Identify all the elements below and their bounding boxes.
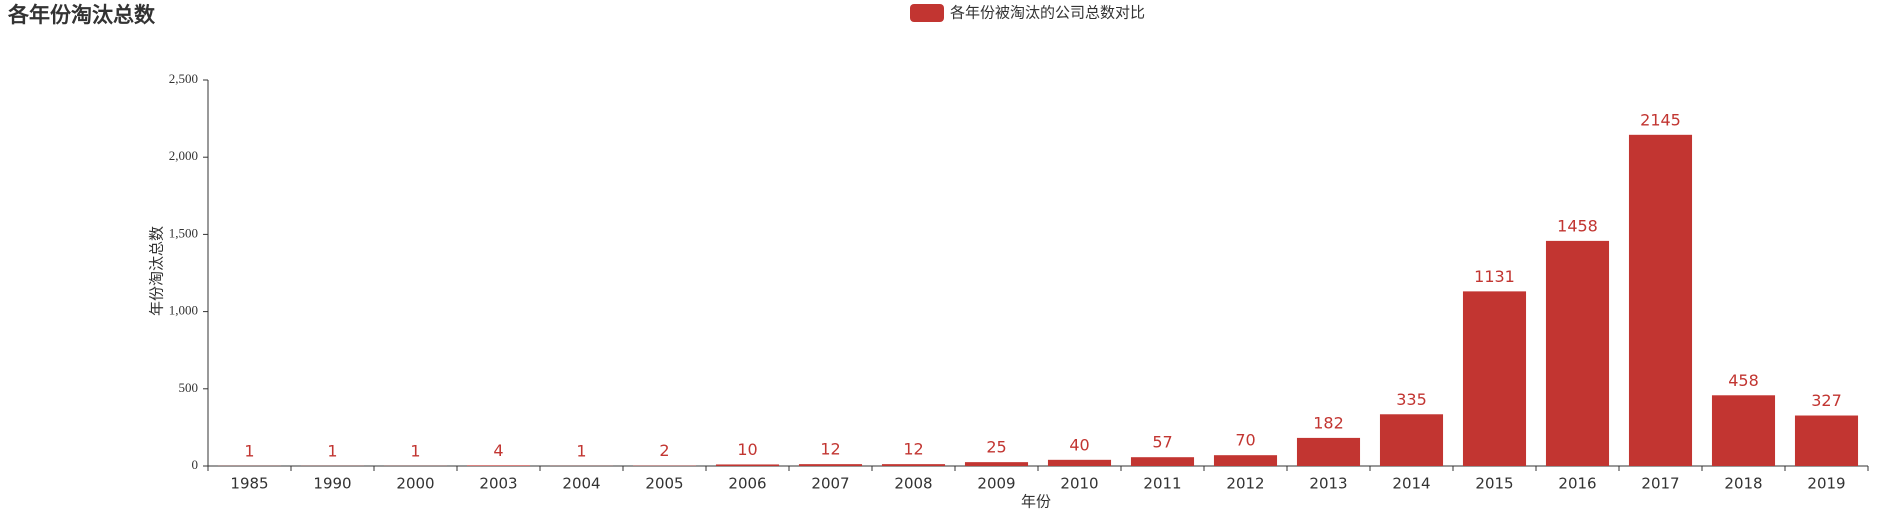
value-label: 1 (327, 441, 337, 460)
value-label: 335 (1396, 390, 1427, 409)
x-tick-label: 2000 (396, 475, 434, 493)
x-tick-label: 2019 (1807, 475, 1845, 493)
x-tick-label: 1990 (313, 475, 351, 493)
x-tick-label: 2004 (562, 475, 600, 493)
x-tick-label: 2005 (645, 475, 683, 493)
x-tick-label: 2007 (811, 475, 849, 493)
x-tick-label: 2016 (1558, 475, 1596, 493)
value-label: 12 (903, 440, 923, 459)
x-tick-label: 2012 (1226, 475, 1264, 493)
x-tick-label: 1985 (230, 475, 268, 493)
value-label: 4 (493, 441, 503, 460)
x-tick-label: 2003 (479, 475, 517, 493)
value-label: 2145 (1640, 110, 1681, 129)
x-tick-label: 2009 (977, 475, 1015, 493)
y-tick-label: 500 (179, 380, 199, 395)
value-label: 327 (1811, 391, 1842, 410)
value-label: 10 (737, 440, 757, 459)
x-tick-label: 2013 (1309, 475, 1347, 493)
bar (466, 465, 531, 466)
value-label: 40 (1069, 435, 1089, 454)
value-label: 1 (410, 441, 420, 460)
legend-label: 各年份被淘汰的公司总数对比 (950, 4, 1145, 22)
value-label: 1 (576, 441, 586, 460)
y-tick-label: 2,000 (169, 148, 198, 163)
bar (1379, 414, 1444, 466)
x-tick-label: 2015 (1475, 475, 1513, 493)
legend-swatch (910, 4, 944, 22)
x-tick-label: 2018 (1724, 475, 1762, 493)
y-tick-label: 0 (192, 457, 199, 472)
x-tick-label: 2008 (894, 475, 932, 493)
x-tick-label: 2006 (728, 475, 766, 493)
y-tick-label: 1,500 (169, 225, 198, 240)
x-axis-label: 年份 (1021, 493, 1051, 511)
y-tick-label: 2,500 (169, 71, 198, 86)
bar (1794, 415, 1859, 466)
value-label: 70 (1235, 431, 1255, 450)
bar (1047, 459, 1112, 466)
bar (715, 464, 780, 466)
bar (1213, 455, 1278, 466)
bar (964, 462, 1029, 466)
value-label: 2 (659, 441, 669, 460)
bar (1462, 291, 1527, 466)
x-tick-label: 2010 (1060, 475, 1098, 493)
bar (1628, 134, 1693, 466)
value-label: 182 (1313, 413, 1344, 432)
bar (1711, 395, 1776, 466)
x-tick-label: 2011 (1143, 475, 1181, 493)
value-label: 25 (986, 438, 1006, 457)
value-label: 1131 (1474, 267, 1515, 286)
value-label: 1458 (1557, 216, 1598, 235)
value-label: 458 (1728, 371, 1759, 390)
y-axis-label: 年份淘汰总数 (148, 226, 166, 316)
x-tick-label: 2017 (1641, 475, 1679, 493)
chart-title: 各年份淘汰总数 (7, 3, 156, 27)
bar (1296, 437, 1361, 466)
bar (1545, 240, 1610, 466)
bar (798, 464, 863, 466)
bar (1130, 457, 1195, 466)
x-tick-label: 2014 (1392, 475, 1430, 493)
value-label: 1 (244, 441, 254, 460)
bar (881, 464, 946, 466)
y-tick-label: 1,000 (169, 303, 198, 318)
value-label: 12 (820, 440, 840, 459)
value-label: 57 (1152, 433, 1172, 452)
